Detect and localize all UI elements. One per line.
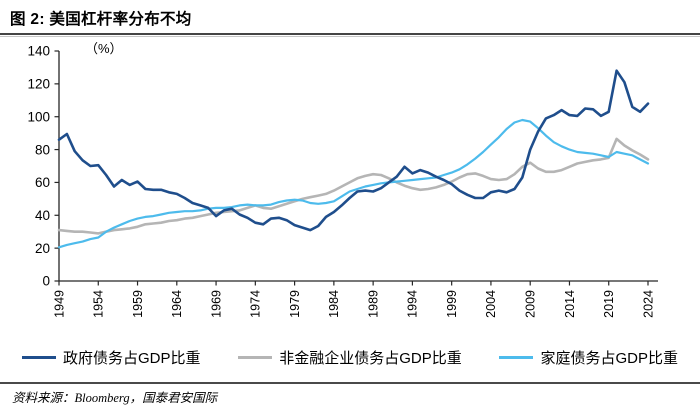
legend-item-nonfinancial-corporate-debt: 非金融企业债务占GDP比重 (238, 347, 462, 368)
y-tick-label: 80 (35, 142, 50, 157)
x-tick-label: 2019 (602, 290, 616, 318)
title-divider (0, 33, 700, 35)
x-tick-label: 1954 (92, 290, 106, 318)
y-tick-label: 120 (27, 77, 50, 92)
legend-label-nonfinancial-corporate-debt: 非金融企业债务占GDP比重 (279, 350, 462, 367)
series-household-debt-line (57, 118, 650, 249)
x-tick-label: 1974 (249, 290, 263, 318)
x-tick-label: 2024 (641, 290, 655, 318)
chart-legend: 政府债务占GDP比重 非金融企业债务占GDP比重 家庭债务占GDP比重 (0, 347, 700, 368)
legend-swatch-nonfinancial-corporate-debt (238, 356, 273, 359)
x-tick-label: 1979 (288, 290, 302, 318)
title-divider-shadow (0, 36, 700, 37)
line-chart: 0 20 40 60 80 100 120 140 1949 1954 1959 1964 1969 19… (27, 41, 658, 318)
chart-series (57, 69, 650, 249)
x-tick-label: 1994 (406, 290, 420, 318)
x-tick-label: 1949 (52, 290, 66, 318)
series-nonfinancial-corporate-debt-line (57, 137, 650, 235)
y-tick-label: 40 (35, 208, 50, 223)
y-tick-label: 100 (27, 109, 50, 124)
x-tick-label: 2004 (484, 290, 498, 318)
series-government-debt-line (57, 69, 650, 232)
y-tick-label: 0 (42, 274, 50, 289)
y-axis-unit-label: （%） (85, 41, 123, 56)
legend-item-government-debt: 政府债务占GDP比重 (22, 347, 201, 368)
legend-swatch-household-debt (499, 356, 534, 359)
x-tick-label: 1999 (445, 290, 459, 318)
x-tick-label: 1989 (366, 290, 380, 318)
source-note: 资料来源：Bloomberg，国泰君安国际 (12, 391, 218, 405)
y-tick-label: 20 (35, 241, 50, 256)
x-tick-label: 2009 (524, 290, 538, 318)
x-tick-label: 2014 (563, 290, 577, 318)
legend-label-household-debt: 家庭债务占GDP比重 (540, 350, 678, 367)
x-tick-label: 1969 (209, 290, 223, 318)
x-tick-label: 1964 (170, 290, 184, 318)
figure-title: 图 2: 美国杠杆率分布不均 (10, 11, 192, 28)
y-tick-label: 60 (35, 175, 50, 190)
chart-axes: 0 20 40 60 80 100 120 140 1949 1954 1959 1964 1969 19… (27, 44, 658, 318)
x-tick-label: 1984 (327, 290, 341, 318)
y-tick-label: 140 (27, 44, 50, 59)
footer-divider (0, 382, 700, 384)
legend-label-government-debt: 政府债务占GDP比重 (63, 350, 201, 367)
x-tick-label: 1959 (131, 290, 145, 318)
legend-item-household-debt: 家庭债务占GDP比重 (499, 347, 678, 368)
legend-swatch-government-debt (22, 356, 56, 359)
